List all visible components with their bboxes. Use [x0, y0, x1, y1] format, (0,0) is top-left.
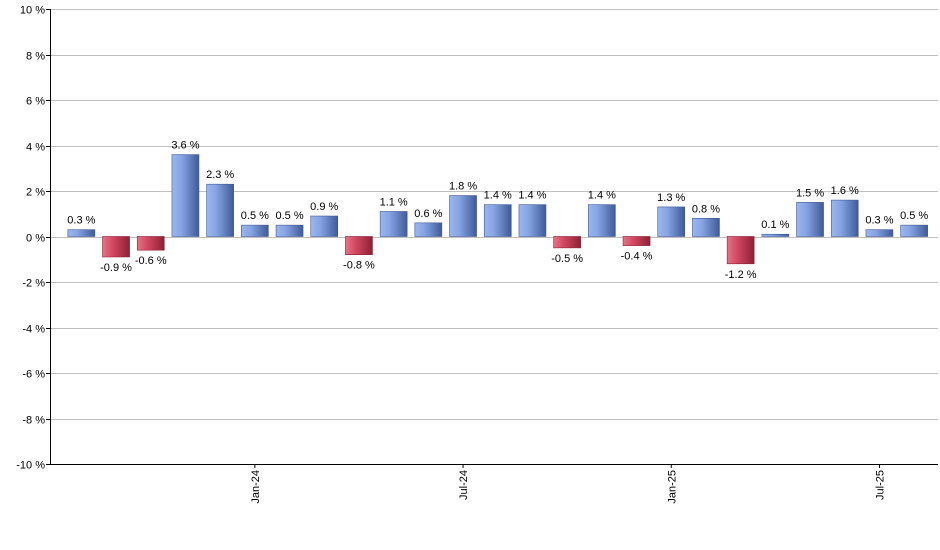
bar: [102, 236, 130, 258]
axes: [46, 9, 938, 468]
bar: [865, 229, 894, 237]
bar: [449, 195, 477, 237]
bar-data-label: 1.5 %: [796, 187, 824, 199]
bar: [67, 229, 96, 237]
bar: [241, 224, 269, 237]
y-tick-label: 6 %: [26, 96, 45, 108]
x-tick-label: Jul-24: [458, 470, 470, 500]
y-tick-label: -4 %: [22, 324, 45, 336]
bar: [206, 183, 234, 237]
bar-data-label: 0.9 %: [310, 201, 338, 213]
bar: [310, 215, 339, 237]
y-tick-label: 8 %: [26, 51, 45, 63]
bar-data-label: 0.6 %: [414, 208, 442, 220]
y-tick-label: 2 %: [26, 187, 45, 199]
bar-data-label: 1.4 %: [518, 190, 546, 202]
bar-data-labels: 0.3 % -0.9 %-0.6 % 3.6 % 2.3 % 0.5 % 0.5 % 0.9…: [67, 140, 928, 281]
y-tick-label: -8 %: [22, 415, 45, 427]
y-tick-label: -10 %: [16, 460, 45, 472]
x-tick-label: Jan-24: [250, 470, 262, 504]
bar: [379, 211, 408, 237]
bar-data-label: 0.3 %: [865, 215, 893, 227]
bar-data-label: 0.3 %: [67, 215, 95, 227]
bar-data-label: 3.6 %: [171, 140, 199, 152]
bar-data-label: 0.1 %: [761, 219, 789, 231]
bar-data-label: 0.8 %: [692, 203, 720, 215]
x-tick-label: Jan-25: [666, 470, 678, 504]
bar: [518, 204, 547, 237]
bar: [588, 204, 616, 237]
bar: [136, 236, 165, 251]
bar-data-label: -1.2 %: [725, 269, 757, 281]
grid-lines: [50, 9, 938, 465]
bar: [900, 224, 928, 237]
bar-data-label: -0.8 %: [343, 260, 375, 272]
bar: [275, 224, 304, 237]
bar-data-label: 1.3 %: [657, 192, 685, 204]
bar: [622, 236, 651, 246]
bar: [692, 218, 720, 237]
y-tick-label: -2 %: [22, 278, 45, 290]
y-tick-label: 10 %: [20, 5, 45, 17]
bar: [483, 204, 512, 237]
x-axis-tick-labels: Jan-24 Jul-24 Jan-25 Jul-25: [250, 470, 887, 504]
bar-data-label: 1.4 %: [588, 190, 616, 202]
bar-data-label: 0.5 %: [900, 210, 928, 222]
bar-data-label: 0.5 %: [275, 210, 303, 222]
bar: [796, 202, 824, 237]
x-tick-label: Jul-25: [874, 470, 886, 500]
bar: [553, 236, 581, 249]
bar-data-label: -0.4 %: [621, 251, 653, 263]
bar: [761, 233, 790, 237]
bar: [726, 236, 755, 265]
bar: [657, 206, 686, 237]
bar-data-label: 0.5 %: [241, 210, 269, 222]
bar-data-label: 1.4 %: [484, 190, 512, 202]
bar-data-label: 2.3 %: [206, 169, 234, 181]
bar-data-label: 1.6 %: [831, 185, 859, 197]
bar: [830, 199, 859, 237]
y-tick-label: -6 %: [22, 369, 45, 381]
bar: [345, 236, 373, 256]
bar: [171, 154, 200, 237]
bar-data-label: -0.5 %: [551, 253, 583, 265]
y-tick-label: 0 %: [26, 233, 45, 245]
bar: [414, 222, 443, 237]
bar-data-label: -0.9 %: [100, 262, 132, 274]
y-axis-tick-labels: -10 % -8 % -6 % -4 % -2 % 0 % 2 % 4 % 6 % 8 % 10 %: [16, 5, 45, 472]
bar-data-label: 1.1 %: [380, 196, 408, 208]
y-tick-label: 4 %: [26, 142, 45, 154]
bar-data-label: 1.8 %: [449, 181, 477, 193]
bar-data-label: -0.6 %: [135, 255, 167, 267]
bars: [67, 154, 928, 265]
